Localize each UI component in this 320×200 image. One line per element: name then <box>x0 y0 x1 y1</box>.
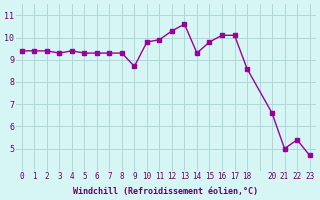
X-axis label: Windchill (Refroidissement éolien,°C): Windchill (Refroidissement éolien,°C) <box>73 187 258 196</box>
